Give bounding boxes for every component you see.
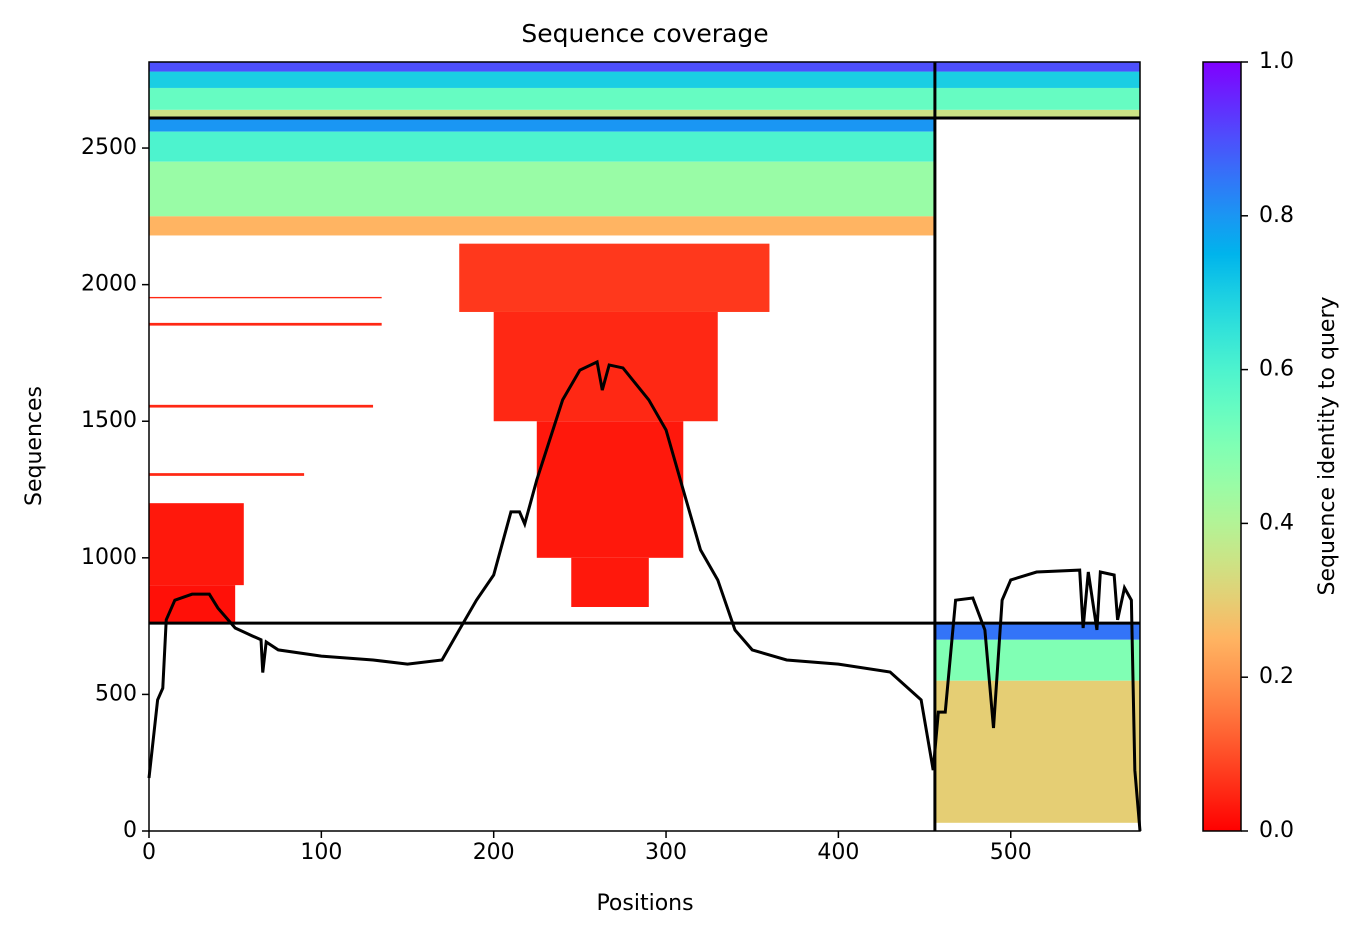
coverage-block [149,473,305,476]
coverage-block [934,680,1140,823]
x-tick-label: 400 [817,840,859,865]
coverage-block [536,421,684,558]
coverage-block [571,557,649,607]
coverage-block [149,131,935,162]
coverage-block [149,404,374,408]
x-tick-label: 100 [300,840,342,865]
coverage-block [149,503,244,586]
x-tick-label: 0 [142,840,156,865]
colorbar-tick-label: 0.2 [1259,664,1294,689]
coverage-block [149,71,1140,88]
coverage-line [147,359,1142,832]
colorbar-tick-label: 0.6 [1259,357,1294,382]
y-axis-label: Sequences [22,386,47,506]
plot-frame [148,61,1141,832]
colorbar-tick-label: 0.0 [1259,818,1294,843]
colorbar-label: Sequence identity to query [1315,296,1340,595]
coverage-block [493,311,718,422]
y-tick-label: 2500 [81,135,137,160]
x-tick-label: 200 [473,840,515,865]
colorbar-tick-label: 0.4 [1259,510,1294,535]
y-tick-label: 1500 [81,408,137,433]
chart-title: Sequence coverage [521,19,768,48]
colorbar-tick-label: 0.8 [1259,203,1294,228]
colorbar [1202,61,1242,832]
coverage-block [934,639,1140,681]
colorbar-tick-label: 1.0 [1259,49,1294,74]
y-tick-label: 500 [95,681,137,706]
coverage-block [149,322,382,326]
coverage-block [149,585,236,624]
coverage-block [149,296,382,299]
coverage-block [149,216,935,236]
y-tick-label: 1000 [81,545,137,570]
coverage-block [149,161,935,217]
x-tick-label: 300 [645,840,687,865]
y-tick-label: 2000 [81,272,137,297]
coverage-block [459,243,770,312]
coverage-block [934,623,1140,640]
y-tick-label: 0 [123,818,137,843]
x-tick-label: 500 [990,840,1032,865]
coverage-block [149,118,935,132]
coverage-block [149,62,1140,72]
coverage-block [149,87,1140,110]
x-axis-label: Positions [596,891,693,916]
coverage-block [149,109,1140,119]
